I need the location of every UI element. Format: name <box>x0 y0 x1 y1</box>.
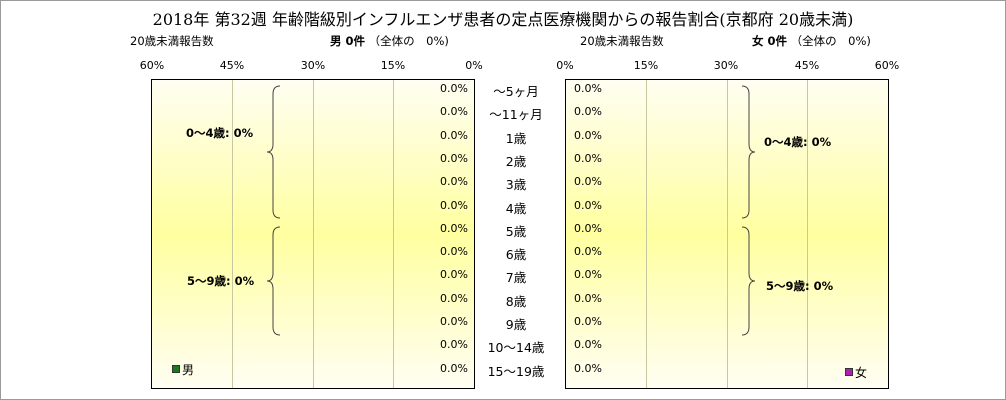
age-category-label: 5歳 <box>505 223 527 239</box>
female-value-label: 0.0% <box>574 221 602 235</box>
female-tick: 0% <box>556 59 574 72</box>
male-value-label: 0.0% <box>440 291 468 305</box>
male-value-label: 0.0% <box>440 128 468 142</box>
age-category-label: 1歳 <box>505 130 527 146</box>
male-value-label: 0.0% <box>440 175 468 189</box>
male-tick: 45% <box>219 59 245 72</box>
male-legend-label: 男 <box>182 363 195 377</box>
male-value-label: 0.0% <box>440 361 468 375</box>
gridline <box>393 80 394 388</box>
male-group-label-0-4: 0～4歳: 0% <box>186 126 254 140</box>
male-total-count: 男 0件 <box>330 34 366 48</box>
female-value-label: 0.0% <box>574 128 602 142</box>
male-header-count-label: 20歳未満報告数 <box>130 34 214 48</box>
female-tick: 60% <box>874 59 900 72</box>
male-value-label: 0.0% <box>440 198 468 212</box>
male-legend: 男 <box>172 361 194 378</box>
female-value-label: 0.0% <box>574 82 602 95</box>
female-tick: 30% <box>713 59 739 72</box>
male-value-label: 0.0% <box>440 338 468 352</box>
age-category-label: 2歳 <box>505 153 527 169</box>
female-legend-swatch <box>845 368 853 376</box>
male-value-label: 0.0% <box>440 221 468 235</box>
gridline <box>232 80 233 388</box>
male-value-label: 0.0% <box>440 151 468 165</box>
age-category-label: ～5ヶ月 <box>493 84 539 99</box>
age-category-label: 10～14歳 <box>487 340 545 356</box>
female-value-label: 0.0% <box>574 175 602 189</box>
male-plot-area <box>151 79 475 389</box>
male-tick: 30% <box>300 59 326 72</box>
age-category-label: ～11ヶ月 <box>489 107 543 123</box>
female-brace-5-9 <box>741 226 756 336</box>
gridline <box>807 80 808 388</box>
male-value-label: 0.0% <box>440 268 468 282</box>
gridline <box>646 80 647 388</box>
gridline <box>313 80 314 388</box>
female-header-total: 女 0件 （全体の 0%) <box>752 33 871 49</box>
age-category-label: 7歳 <box>505 270 527 286</box>
female-value-label: 0.0% <box>574 315 602 328</box>
male-total-share: （全体の 0%) <box>368 34 449 48</box>
male-tick: 15% <box>380 59 406 72</box>
female-legend-label: 女 <box>855 366 868 380</box>
female-group-label-0-4: 0～4歳: 0% <box>764 135 832 149</box>
female-group-label-5-9: 5～9歳: 0% <box>766 279 834 293</box>
age-category-label: 9歳 <box>505 317 527 332</box>
female-value-label: 0.0% <box>574 361 602 375</box>
female-value-label: 0.0% <box>574 291 602 305</box>
male-value-label: 0.0% <box>440 245 468 259</box>
female-value-label: 0.0% <box>574 245 602 259</box>
male-tick: 0% <box>465 59 483 72</box>
age-category-label: 4歳 <box>505 200 527 216</box>
male-header-total: 男 0件 （全体の 0%) <box>330 33 449 49</box>
female-brace-0-4 <box>741 85 756 219</box>
female-value-label: 0.0% <box>574 105 602 119</box>
female-total-share: （全体の 0%) <box>790 34 871 48</box>
female-tick: 15% <box>633 59 659 72</box>
female-value-label: 0.0% <box>574 198 602 212</box>
male-legend-swatch <box>172 365 180 373</box>
age-category-label: 6歳 <box>505 247 527 263</box>
female-header-count-label: 20歳未満報告数 <box>580 34 664 48</box>
chart-title: 2018年 第32週 年齢階級別インフルエンザ患者の定点医療機関からの報告割合(… <box>152 10 854 29</box>
age-category-label: 15～19歳 <box>487 363 545 379</box>
female-value-label: 0.0% <box>574 151 602 165</box>
female-value-label: 0.0% <box>574 268 602 282</box>
female-tick: 45% <box>794 59 820 72</box>
female-value-label: 0.0% <box>574 338 602 352</box>
age-category-label: 3歳 <box>505 177 527 193</box>
female-plot-area <box>565 79 889 389</box>
female-total-count: 女 0件 <box>752 34 788 48</box>
gridline <box>727 80 728 388</box>
male-value-label: 0.0% <box>440 105 468 119</box>
male-brace-0-4 <box>266 85 281 219</box>
female-legend: 女 <box>845 364 867 381</box>
male-value-label: 0.0% <box>440 82 468 95</box>
male-tick: 60% <box>139 59 165 72</box>
male-group-label-5-9: 5～9歳: 0% <box>187 274 255 288</box>
male-brace-5-9 <box>266 226 281 336</box>
male-value-label: 0.0% <box>440 315 468 328</box>
age-category-label: 8歳 <box>505 293 527 309</box>
